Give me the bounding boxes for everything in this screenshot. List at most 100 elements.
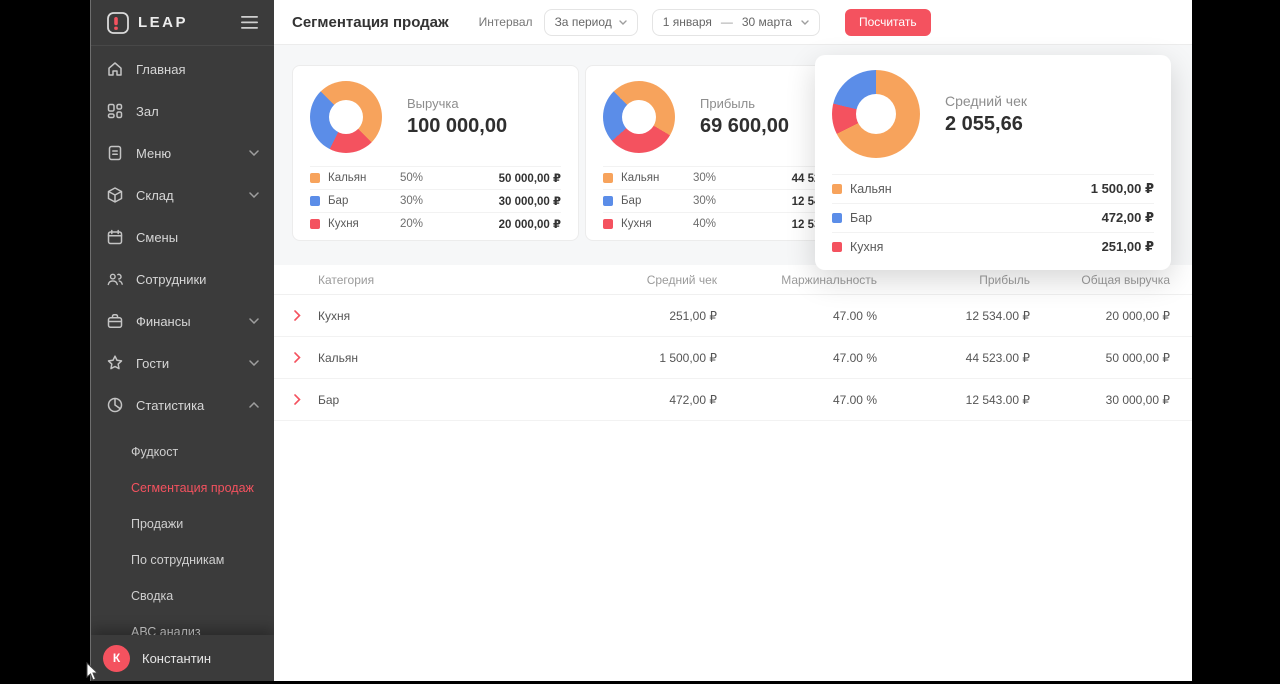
chevron-down-icon — [249, 360, 259, 366]
revenue-card-top: Выручка 100 000,00 — [293, 66, 578, 153]
revenue-cell: 50 000,00 ₽ — [1105, 350, 1170, 365]
date-range-select[interactable]: 1 января — 30 марта — [651, 8, 820, 36]
submenu-item-foodcost[interactable]: Фудкост — [91, 434, 274, 470]
legend-swatch — [310, 219, 320, 229]
calculate-button[interactable]: Посчитать — [844, 8, 931, 36]
profit-cell: 12 543.00 ₽ — [965, 392, 1030, 407]
pie-chart-icon — [106, 396, 124, 414]
table-row[interactable]: Кухня 251,00 ₽ 47.00 % 12 534.00 ₽ 20 00… — [274, 295, 1192, 337]
legend-row: Кухня 20% 20 000,00 ₽ — [310, 212, 561, 235]
card-title: Средний чек — [945, 92, 1028, 109]
legend-label: Кухня — [621, 218, 652, 230]
avatar[interactable]: К — [103, 644, 130, 672]
submenu-item-abc-analysis[interactable]: АВС анализ — [91, 614, 274, 635]
card-title: Прибыль — [700, 96, 755, 111]
menu-doc-icon — [106, 144, 124, 162]
app-window: LEAP Главная Зал — [90, 0, 1192, 681]
sidebar-item-statistics[interactable]: Статистика — [91, 384, 274, 426]
sidebar-item-hall[interactable]: Зал — [91, 90, 274, 132]
submenu-item-summary[interactable]: Сводка — [91, 578, 274, 614]
legend-swatch — [310, 173, 320, 183]
legend-label: Кальян — [621, 172, 660, 184]
home-icon — [106, 60, 124, 78]
avg-check-cell: 1 500,00 ₽ — [659, 350, 717, 365]
legend-percent: 30% — [400, 195, 424, 207]
submenu-item-sales-segmentation[interactable]: Сегментация продаж — [91, 470, 274, 506]
profit-cell: 44 523.00 ₽ — [965, 350, 1030, 365]
margin-cell: 47.00 % — [832, 350, 877, 365]
legend-value: 251,00 ₽ — [1101, 239, 1154, 254]
submenu-item-label: Сводка — [131, 589, 174, 603]
logo-text: LEAP — [138, 14, 189, 31]
sidebar-item-guests[interactable]: Гости — [91, 342, 274, 384]
chevron-up-icon — [249, 402, 259, 408]
card-value: 2 055,66 — [945, 112, 1023, 135]
submenu-item-sales[interactable]: Продажи — [91, 506, 274, 542]
briefcase-icon — [106, 312, 124, 330]
profit-donut-chart — [603, 81, 675, 153]
row-expand-chevron-icon[interactable] — [294, 352, 310, 363]
card-title: Выручка — [407, 96, 459, 111]
profit-card-top: Прибыль 69 600,00 — [586, 66, 871, 153]
avg-check-donut-chart — [832, 70, 920, 158]
calendar-icon — [106, 228, 124, 246]
legend-label: Кухня — [850, 240, 884, 254]
sidebar-item-warehouse[interactable]: Склад — [91, 174, 274, 216]
avg-check-cell: 472,00 ₽ — [669, 392, 717, 407]
period-select[interactable]: За период — [543, 8, 638, 36]
sidebar-item-employees[interactable]: Сотрудники — [91, 258, 274, 300]
submenu-item-label: Фудкост — [131, 445, 179, 459]
legend-value: 1 500,00 ₽ — [1090, 181, 1154, 196]
card-value: 69 600,00 — [700, 115, 789, 137]
topbar: Сегментация продаж Интервал За период 1 … — [274, 0, 1192, 45]
sidebar-item-label: Склад — [136, 187, 174, 203]
period-select-value: За период — [554, 15, 612, 29]
row-expand-chevron-icon[interactable] — [294, 310, 310, 321]
legend-row: Бар 30% 30 000,00 ₽ — [310, 189, 561, 212]
sidebar-item-label: Сотрудники — [136, 271, 207, 287]
chevron-down-icon — [619, 19, 627, 25]
date-from-value: 1 января — [662, 15, 712, 29]
interval-label: Интервал — [478, 15, 533, 29]
legend-swatch — [310, 196, 320, 206]
sidebar-item-home[interactable]: Главная — [91, 48, 274, 90]
donut-hole — [622, 100, 656, 134]
legend-swatch — [832, 242, 842, 252]
sidebar-item-menu[interactable]: Меню — [91, 132, 274, 174]
legend-percent: 20% — [400, 218, 424, 230]
hamburger-menu-icon[interactable] — [241, 16, 258, 29]
column-header-margin: Маржинальность — [781, 272, 877, 287]
column-header-total-revenue: Общая выручка — [1081, 272, 1170, 287]
revenue-cell: 30 000,00 ₽ — [1105, 392, 1170, 407]
chevron-down-icon — [249, 150, 259, 156]
table-row[interactable]: Кальян 1 500,00 ₽ 47.00 % 44 523.00 ₽ 50… — [274, 337, 1192, 379]
chevron-down-icon — [249, 318, 259, 324]
legend-label: Бар — [328, 195, 349, 207]
submenu-item-by-employees[interactable]: По сотрудникам — [91, 542, 274, 578]
legend-percent: 30% — [693, 195, 717, 207]
column-header-avg-check: Средний чек — [646, 272, 717, 287]
table-row[interactable]: Бар 472,00 ₽ 47.00 % 12 543.00 ₽ 30 000,… — [274, 379, 1192, 421]
legend-label: Бар — [621, 195, 642, 207]
user-name: Константин — [142, 650, 212, 666]
revenue-cell: 20 000,00 ₽ — [1105, 308, 1170, 323]
star-icon — [106, 354, 124, 372]
category-cell: Бар — [318, 392, 340, 407]
categories-table: Категория Средний чек Маржинальность При… — [274, 265, 1192, 681]
sidebar-item-shifts[interactable]: Смены — [91, 216, 274, 258]
statistics-submenu: Фудкост Сегментация продаж Продажи По со… — [91, 426, 274, 635]
submenu-item-label: Сегментация продаж — [131, 481, 254, 495]
user-bar[interactable]: К Константин — [91, 635, 274, 681]
sidebar-item-label: Смены — [136, 229, 179, 245]
sidebar-item-finances[interactable]: Финансы — [91, 300, 274, 342]
people-icon — [106, 270, 124, 288]
revenue-legend: Кальян 50% 50 000,00 ₽ Бар 30% 30 000,00… — [293, 166, 578, 235]
row-expand-chevron-icon[interactable] — [294, 394, 310, 405]
table-header: Категория Средний чек Маржинальность При… — [274, 265, 1192, 295]
chevron-down-icon — [249, 192, 259, 198]
legend-label: Кальян — [850, 182, 892, 196]
profit-cell: 12 534.00 ₽ — [965, 308, 1030, 323]
avg-check-cell: 251,00 ₽ — [669, 308, 717, 323]
logo-bar: LEAP — [91, 0, 274, 46]
